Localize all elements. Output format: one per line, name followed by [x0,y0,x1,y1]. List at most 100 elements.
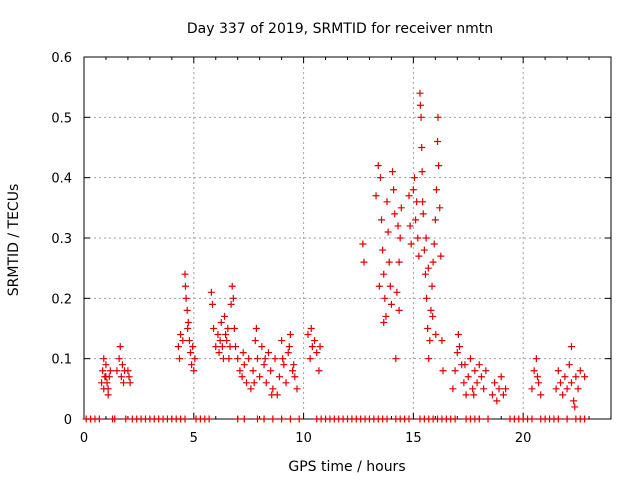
y-tick-label: 0.4 [51,172,72,187]
data-point [397,204,405,212]
data-point [207,288,215,296]
data-point [208,300,216,308]
data-point [391,210,399,218]
data-point [184,318,192,326]
data-point [183,306,191,314]
data-point [559,391,567,399]
data-point [216,337,224,345]
data-point [416,89,424,97]
data-point [428,282,436,290]
data-point [484,415,492,423]
y-tick-label: 0.2 [51,292,72,307]
data-point [497,373,505,381]
data-point [405,192,413,200]
data-point [212,343,220,351]
data-point [278,337,286,345]
data-point [567,343,575,351]
data-point [415,252,423,260]
data-point [384,228,392,236]
data-point [392,355,400,363]
data-point [561,373,569,381]
data-point [253,415,261,423]
data-point [421,270,429,278]
data-point [378,216,386,224]
data-point [424,264,432,272]
series-srmtid [98,89,589,411]
x-tick-labels: 0 5 10 15 20 [80,431,532,446]
data-point [293,385,301,393]
data-point [571,403,579,411]
data-point [261,355,269,363]
data-point [271,355,279,363]
data-point [125,373,133,381]
data-point [477,373,485,381]
data-point [99,367,107,375]
data-point [210,325,218,332]
data-point [470,391,478,399]
data-point [396,234,404,242]
data-point [179,337,187,345]
data-point [106,367,114,375]
data-point [390,186,398,194]
data-point [269,385,277,393]
data-point [383,198,391,206]
data-point [311,337,319,345]
data-point [451,415,459,423]
data-point [383,415,391,423]
data-point [482,367,490,375]
data-point [262,379,270,387]
data-point [475,415,483,423]
data-point [434,113,442,121]
data-point [528,385,536,393]
data-point [419,210,427,218]
data-point [455,343,463,351]
data-point [222,331,230,339]
data-point [359,240,367,248]
data-point [394,222,402,230]
x-tick-label: 5 [190,431,198,446]
data-point [223,337,231,345]
data-point [268,391,276,399]
data-point [434,137,442,145]
data-point [260,361,268,369]
data-point [556,379,564,387]
data-point [427,306,435,314]
data-point [256,373,264,381]
data-point [177,331,185,339]
data-point [181,270,189,278]
data-point [275,373,283,381]
data-point [374,162,382,170]
data-point [552,385,560,393]
data-point [117,373,125,381]
data-point [471,367,479,375]
data-point [382,312,390,320]
data-points [82,89,589,423]
data-point [453,349,461,357]
data-point [124,367,132,375]
data-point [228,282,236,290]
data-point [460,379,468,387]
data-point [188,361,196,369]
data-point [418,144,426,151]
data-point [267,367,275,375]
data-point [419,198,427,206]
data-point [120,379,128,387]
data-point [286,415,294,423]
data-point [189,343,197,351]
data-point [429,258,437,266]
data-point [269,415,277,423]
data-point [528,415,536,423]
data-point [475,361,483,369]
x-tick-label: 20 [515,431,532,446]
data-point [280,361,288,369]
data-point [422,234,430,242]
data-point [464,373,472,381]
data-point [227,300,235,308]
data-point [118,361,126,369]
data-point [533,373,541,381]
data-point [535,379,543,387]
y-tick-label: 0.6 [51,51,72,66]
data-point [418,168,426,176]
data-point [104,391,112,399]
data-point [417,113,425,121]
